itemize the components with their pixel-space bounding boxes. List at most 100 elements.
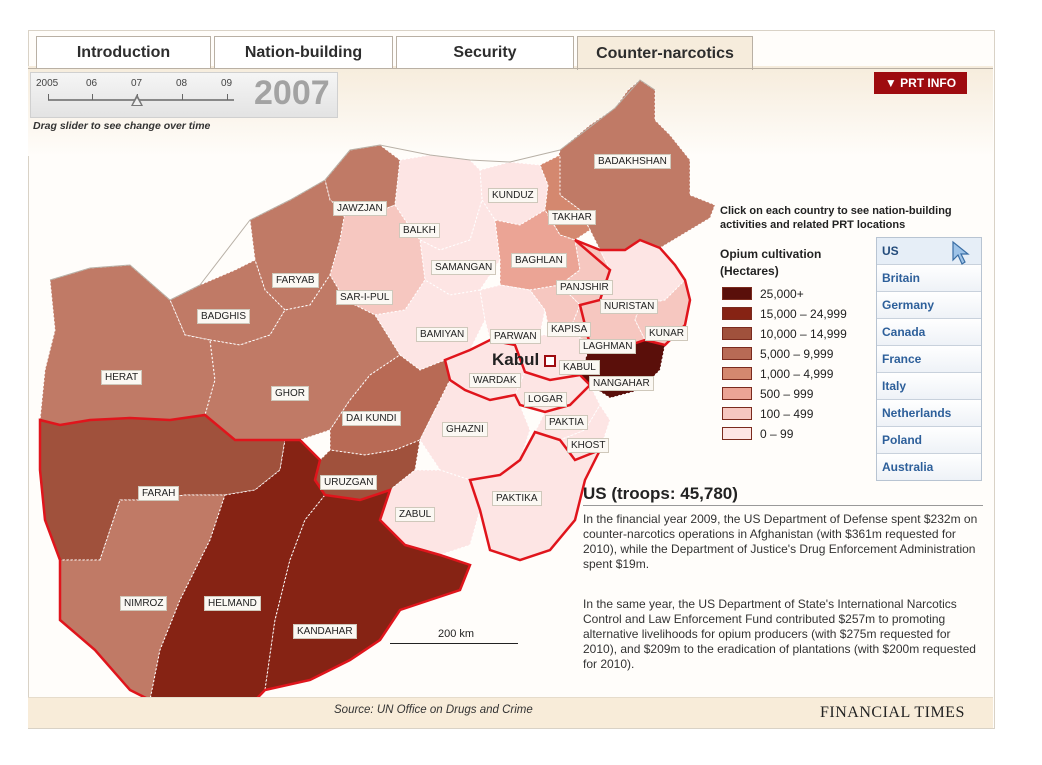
- legend-title-line1: Opium cultivation: [720, 247, 822, 261]
- prt-outline-south: [38, 413, 472, 718]
- province-baghlan[interactable]: [494, 209, 581, 291]
- scale-label: 200 km: [438, 628, 475, 640]
- label-samangan: SAMANGAN: [431, 260, 497, 275]
- prt-outline-northeast: [574, 238, 692, 352]
- country-germany[interactable]: Germany: [877, 292, 981, 319]
- year-label: 09: [221, 78, 233, 89]
- label-uruzgan: URUZGAN: [320, 475, 378, 490]
- label-jawzjan: JAWZJAN: [333, 201, 387, 216]
- legend-item: 10,000 – 14,999: [722, 326, 847, 341]
- legend-label: 0 – 99: [760, 426, 794, 441]
- label-zabul: ZABUL: [395, 507, 436, 522]
- country-netherlands[interactable]: Netherlands: [877, 400, 981, 427]
- year-label: 07: [131, 78, 143, 89]
- country-australia[interactable]: Australia: [877, 454, 981, 480]
- label-ghazni: GHAZNI: [442, 422, 488, 437]
- legend-label: 5,000 – 9,999: [760, 346, 834, 361]
- tab-nation-building[interactable]: Nation-building: [214, 36, 393, 68]
- detail-divider: [583, 505, 983, 506]
- label-faryab: FARYAB: [272, 273, 319, 288]
- current-year: 2007: [254, 74, 330, 112]
- legend-label: 25,000+: [760, 286, 804, 301]
- country-list: US Britain Germany Canada France Italy N…: [876, 237, 982, 481]
- scale-bar: [390, 643, 518, 644]
- label-kapisa: KAPISA: [547, 322, 592, 337]
- label-kabul: KABUL: [559, 360, 600, 375]
- legend-swatch: [722, 367, 752, 380]
- prt-outline-paktika: [468, 430, 603, 562]
- slider-tick: [48, 94, 49, 100]
- legend-title-line2: (Hectares): [720, 264, 779, 278]
- legend-title: Opium cultivation (Hectares): [720, 246, 821, 280]
- tab-underline: [28, 68, 993, 69]
- detail-paragraph-1: In the financial year 2009, the US Depar…: [583, 512, 978, 571]
- label-nimroz: NIMROZ: [120, 596, 168, 611]
- province-herat[interactable]: [39, 264, 216, 426]
- label-saripul: SAR-I-PUL: [336, 290, 394, 305]
- country-border: [49, 79, 656, 301]
- tab-security[interactable]: Security: [396, 36, 574, 68]
- slider-tick: [182, 94, 183, 100]
- legend-label: 15,000 – 24,999: [760, 306, 847, 321]
- legend-swatch: [722, 287, 752, 300]
- legend-item: 1,000 – 4,999: [722, 366, 833, 381]
- country-italy[interactable]: Italy: [877, 373, 981, 400]
- legend-swatch: [722, 347, 752, 360]
- legend-item: 100 – 499: [722, 406, 813, 421]
- label-logar: LOGAR: [524, 392, 568, 407]
- label-parwan: PARWAN: [490, 329, 541, 344]
- country-britain[interactable]: Britain: [877, 265, 981, 292]
- country-poland[interactable]: Poland: [877, 427, 981, 454]
- year-label: 06: [86, 78, 98, 89]
- legend-item: 500 – 999: [722, 386, 813, 401]
- country-canada[interactable]: Canada: [877, 319, 981, 346]
- label-balkh: BALKH: [399, 223, 440, 238]
- country-france[interactable]: France: [877, 346, 981, 373]
- legend-item: 15,000 – 24,999: [722, 306, 847, 321]
- label-badakhshan: BADAKHSHAN: [594, 154, 671, 169]
- detail-title: US (troops: 45,780): [583, 484, 738, 503]
- slider-hint: Drag slider to see change over time: [33, 120, 211, 132]
- source-note: Source: UN Office on Drugs and Crime: [334, 704, 533, 716]
- legend-item: 5,000 – 9,999: [722, 346, 833, 361]
- footer-bar: [28, 697, 993, 728]
- label-paktika: PAKTIKA: [492, 491, 542, 506]
- legend-swatch: [722, 407, 752, 420]
- tab-introduction[interactable]: Introduction: [36, 36, 211, 68]
- label-nangahar: NANGAHAR: [589, 376, 654, 391]
- year-label: 08: [176, 78, 188, 89]
- mouse-cursor-icon: [952, 240, 970, 265]
- detail-paragraph-2: In the same year, the US Department of S…: [583, 597, 976, 671]
- label-farah: FARAH: [138, 486, 180, 501]
- legend-item: 0 – 99: [722, 426, 793, 441]
- legend-swatch: [722, 307, 752, 320]
- legend-swatch: [722, 327, 752, 340]
- label-badghis: BADGHIS: [197, 309, 251, 324]
- slider-tick: [227, 94, 228, 100]
- label-takhar: TAKHAR: [548, 210, 596, 225]
- label-panjshir: PANJSHIR: [556, 280, 613, 295]
- label-kunar: KUNAR: [645, 326, 689, 341]
- year-slider-panel: [30, 72, 338, 118]
- capital-label: Kabul: [492, 350, 540, 369]
- label-paktia: PAKTIA: [545, 415, 588, 430]
- legend-item: 25,000+: [722, 286, 804, 301]
- capital-marker: [544, 355, 556, 367]
- slider-tick: [92, 94, 93, 100]
- legend-label: 10,000 – 14,999: [760, 326, 847, 341]
- tab-counter-narcotics[interactable]: Counter-narcotics: [577, 36, 753, 70]
- legend-swatch: [722, 387, 752, 400]
- label-wardak: WARDAK: [469, 373, 521, 388]
- label-kunduz: KUNDUZ: [488, 188, 538, 203]
- label-bamiyan: BAMIYAN: [416, 327, 469, 342]
- year-label: 2005: [36, 78, 59, 89]
- label-herat: HERAT: [101, 370, 143, 385]
- legend-swatch: [722, 427, 752, 440]
- label-kandahar: KANDAHAR: [293, 624, 357, 639]
- brand-logo: FINANCIAL TIMES: [820, 704, 965, 721]
- prt-info-button[interactable]: ▼ PRT INFO: [874, 72, 967, 94]
- legend-label: 1,000 – 4,999: [760, 366, 834, 381]
- label-ghor: GHOR: [271, 386, 309, 401]
- label-laghman: LAGHMAN: [579, 339, 637, 354]
- legend-label: 100 – 499: [760, 406, 814, 421]
